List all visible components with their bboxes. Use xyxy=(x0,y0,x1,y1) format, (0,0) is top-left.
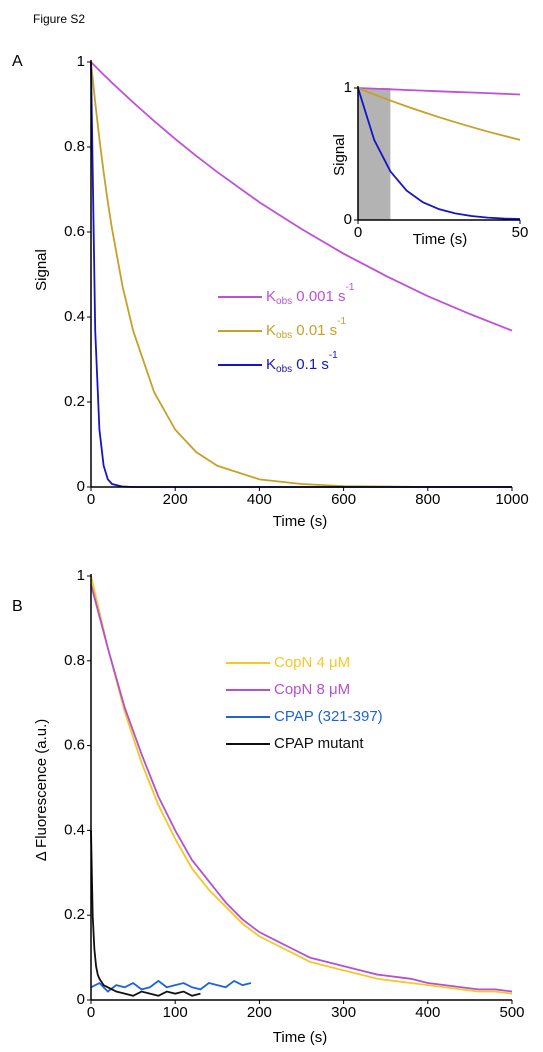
legend-label: CopN 8 μM xyxy=(274,681,350,698)
y-tick-label: 1 xyxy=(344,79,352,96)
legend-label: CopN 4 μM xyxy=(274,654,350,671)
x-tick-label: 400 xyxy=(415,1004,440,1021)
data-line xyxy=(90,61,512,488)
x-tick-label: 0 xyxy=(87,1004,95,1021)
data-line xyxy=(90,830,201,997)
x-tick-label: 50 xyxy=(512,224,529,241)
data-line xyxy=(90,979,252,993)
x-axis-label: Time (s) xyxy=(273,513,327,530)
data-line xyxy=(357,87,521,220)
y-tick-label: 0.6 xyxy=(64,223,85,240)
x-tick-label: 0 xyxy=(354,224,362,241)
y-tick-label: 0 xyxy=(344,211,352,228)
y-tick-label: 0.8 xyxy=(64,138,85,155)
x-axis-label: Time (s) xyxy=(413,231,467,248)
y-tick-label: 0.2 xyxy=(64,906,85,923)
x-tick-label: 800 xyxy=(415,491,440,508)
legend-label: Kobs 0.01 s-1 xyxy=(266,316,347,341)
y-tick-label: 1 xyxy=(77,567,85,584)
y-axis-label: Signal xyxy=(33,249,50,291)
legend-label: CPAP (321-397) xyxy=(274,708,383,725)
x-tick-label: 200 xyxy=(163,491,188,508)
x-tick-label: 0 xyxy=(87,491,95,508)
x-tick-label: 300 xyxy=(331,1004,356,1021)
y-tick-label: 0.2 xyxy=(64,393,85,410)
x-tick-label: 400 xyxy=(247,491,272,508)
legend-label: Kobs 0.001 s-1 xyxy=(266,282,355,307)
y-axis-label: Signal xyxy=(331,134,348,176)
x-axis-label: Time (s) xyxy=(273,1029,327,1046)
panel-label: A xyxy=(12,53,23,70)
x-tick-label: 100 xyxy=(163,1004,188,1021)
y-tick-label: 0 xyxy=(77,991,85,1008)
data-line xyxy=(90,575,513,995)
data-line xyxy=(90,61,512,488)
data-line xyxy=(357,87,521,96)
figure-label: Figure S2 xyxy=(33,12,85,26)
data-line xyxy=(90,584,513,993)
y-tick-label: 0 xyxy=(77,478,85,495)
x-tick-label: 1000 xyxy=(495,491,528,508)
shaded-region xyxy=(358,88,391,220)
y-tick-label: 0.4 xyxy=(64,308,85,325)
y-tick-label: 0.8 xyxy=(64,652,85,669)
y-axis-label: Δ Fluorescence (a.u.) xyxy=(33,719,50,862)
panel-label: B xyxy=(12,598,23,615)
y-tick-label: 0.4 xyxy=(64,821,85,838)
x-tick-label: 600 xyxy=(331,491,356,508)
data-line xyxy=(90,61,513,332)
legend-label: CPAP mutant xyxy=(274,735,364,752)
data-line xyxy=(357,87,521,141)
x-tick-label: 500 xyxy=(499,1004,524,1021)
y-tick-label: 0.6 xyxy=(64,737,85,754)
y-tick-label: 1 xyxy=(77,53,85,70)
x-tick-label: 200 xyxy=(247,1004,272,1021)
legend-label: Kobs 0.1 s-1 xyxy=(266,350,338,375)
